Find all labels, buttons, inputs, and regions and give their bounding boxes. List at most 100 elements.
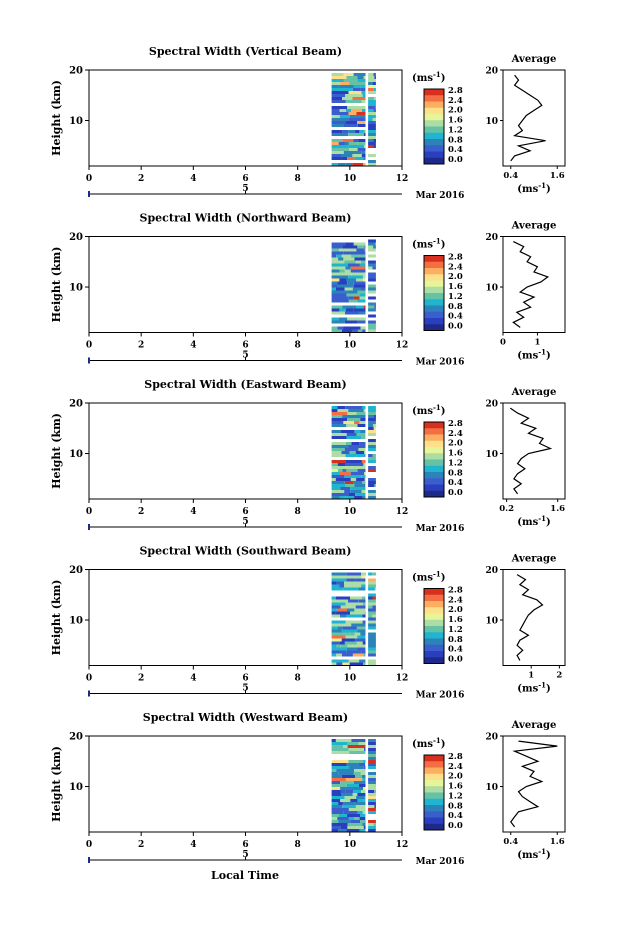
average-profile-line: [510, 740, 558, 828]
heatmap-cell: [368, 124, 376, 127]
colorbar-swatch: [424, 89, 444, 96]
average-title: Average: [511, 720, 557, 731]
heatmap-cell: [368, 145, 374, 148]
heatmap-cell: [368, 88, 374, 91]
beam-panel: Spectral Width (Vertical Beam)2010Height…: [50, 45, 566, 201]
heatmap-cell: [359, 296, 366, 300]
heatmap-cell: [331, 784, 347, 787]
heatmap-cell: [342, 626, 357, 630]
heatmap-cell: [368, 632, 376, 636]
heatmap-cell: [368, 647, 376, 651]
heatmap-cell: [348, 748, 364, 751]
y-tick-label: 20: [69, 399, 83, 410]
heatmap-cell: [342, 653, 353, 657]
heatmap-cell: [363, 766, 366, 769]
heatmap-cell: [375, 772, 376, 775]
colorbar-tick-label: 0.0: [448, 322, 463, 332]
colorbar-swatch: [424, 798, 444, 806]
y-tick-label: 20: [69, 565, 83, 576]
heatmap-cell: [368, 290, 376, 294]
heatmap-cell: [359, 784, 366, 787]
heatmap-cell: [368, 418, 376, 421]
heatmap-cell: [331, 623, 345, 627]
heatmap-cell: [368, 284, 376, 288]
colorbar-tick-label: 1.2: [448, 292, 463, 302]
heatmap-cell: [368, 635, 376, 639]
heatmap-cell: [331, 308, 340, 312]
average-xlabel: (ms-1): [517, 348, 550, 362]
heatmap-cell: [352, 793, 358, 796]
heatmap-cell: [331, 823, 348, 826]
heatmap-cell: [365, 572, 366, 576]
colorbar-swatch: [424, 305, 444, 313]
heatmap-cell: [374, 302, 376, 306]
heatmap-cell: [348, 445, 366, 448]
heatmap-cell: [331, 284, 337, 288]
heatmap-cell: [361, 460, 366, 463]
heatmap-cell: [345, 266, 351, 270]
x-tick-label: 8: [295, 674, 301, 684]
heatmap-cell: [331, 769, 337, 772]
heatmap-cell: [344, 142, 349, 145]
heatmap-cell: [363, 130, 366, 133]
colorbar-swatch: [424, 459, 444, 467]
heatmap-cell: [368, 793, 376, 796]
x-tick-label: 4: [190, 174, 196, 184]
heatmap-cell: [357, 121, 366, 124]
heatmap-cell: [342, 802, 355, 805]
colorbar-tick-label: 2.8: [448, 86, 463, 96]
heatmap-cell: [349, 632, 355, 636]
heatmap-cell: [368, 790, 375, 793]
colorbar-swatch: [424, 132, 444, 140]
heatmap-cell: [368, 242, 376, 246]
heatmap-cell: [368, 760, 376, 763]
colorbar-swatch: [424, 114, 444, 121]
heatmap-cell: [364, 245, 366, 249]
heatmap-cell: [368, 784, 376, 787]
heatmap-cell: [331, 781, 341, 784]
colorbar-swatch: [424, 453, 444, 460]
heatmap-cell: [368, 742, 376, 745]
colorbar-tick-label: 2.0: [448, 772, 463, 782]
heatmap-cell: [348, 760, 364, 763]
heatmap-cell: [331, 121, 346, 124]
colorbar-tick-label: 0.8: [448, 135, 463, 145]
x-tick-label: 12: [396, 674, 409, 684]
avg-x-tick-label: 1: [528, 671, 534, 681]
heatmap-cell: [341, 454, 346, 457]
heatmap-cell: [368, 823, 374, 826]
heatmap-cell: [344, 490, 351, 493]
colorbar-swatch: [424, 484, 444, 492]
colorbar-tick-label: 0.0: [448, 488, 463, 498]
beam-panel: Spectral Width (Westward Beam)2010Height…: [50, 711, 566, 867]
colorbar-frame: [423, 255, 445, 331]
x-tick-label: 6: [242, 174, 248, 184]
heatmap-cell: [360, 808, 366, 811]
colorbar-unit: (ms-1): [412, 70, 445, 84]
heatmap-cell: [346, 650, 362, 654]
heatmap-cell: [368, 457, 376, 460]
heatmap-cell: [373, 415, 376, 418]
heatmap-cell: [357, 124, 366, 127]
colorbar-swatch: [424, 255, 444, 263]
heatmap-cell: [351, 254, 359, 258]
x-tick-label: 8: [295, 174, 301, 184]
heatmap-cell: [342, 329, 352, 333]
heatmap-cell: [331, 632, 346, 636]
heatmap-cell: [373, 424, 376, 427]
heatmap-cell: [357, 799, 364, 802]
heatmap-cell: [331, 466, 339, 469]
heatmap-cell: [368, 460, 376, 463]
heatmap-cell: [368, 308, 376, 312]
average-title: Average: [511, 387, 557, 398]
date-label: Mar 2016: [416, 524, 465, 534]
heatmap-cell: [331, 299, 349, 303]
heatmap-cell: [364, 254, 366, 258]
heatmap-cell: [368, 266, 373, 270]
colorbar-swatch: [424, 632, 444, 639]
heatmap-cell: [340, 799, 351, 802]
colorbar-tick-label: 2.4: [448, 96, 463, 106]
heatmap-cell: [360, 814, 366, 817]
heatmap-cell: [347, 745, 366, 748]
heatmap-cell: [362, 620, 366, 624]
